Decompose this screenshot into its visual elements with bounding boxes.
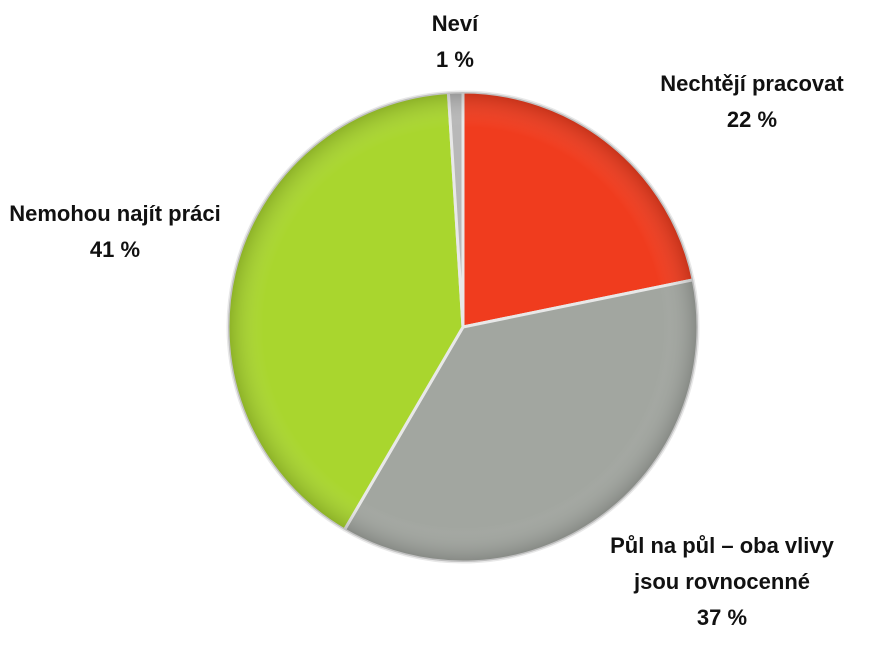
slice-label: Nemohou najít práci 41 %: [0, 196, 230, 268]
category-name: Nechtějí pracovat: [660, 71, 844, 96]
value-label: 22 %: [726, 107, 778, 132]
slice-label: Neví 1 %: [395, 6, 515, 78]
category-name: Půl na půl – oba vlivy jsou rovnocenné: [610, 533, 834, 594]
category-name: Nemohou najít práci: [9, 201, 221, 226]
value-label: 1 %: [436, 47, 474, 72]
value-label: 37 %: [696, 605, 748, 630]
slice-label: Půl na půl – oba vlivy jsou rovnocenné 37…: [600, 528, 844, 636]
slice-label: Nechtějí pracovat 22 %: [612, 66, 873, 138]
category-name: Neví: [431, 11, 479, 36]
value-label: 41 %: [89, 237, 141, 262]
